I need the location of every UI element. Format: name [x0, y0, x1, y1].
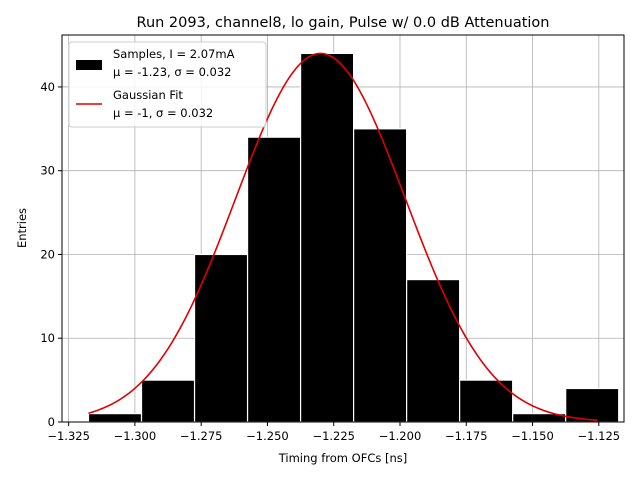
y-axis-ticks: 0 10 20 30 40: [40, 80, 62, 429]
x-tick-label: −1.125: [578, 429, 621, 443]
x-tick-label: −1.325: [47, 429, 90, 443]
histogram-bar: [406, 278, 461, 423]
x-tick-label: −1.250: [246, 429, 289, 443]
x-axis-ticks: −1.325 −1.300 −1.275 −1.250 −1.225 −1.200 −1.1…: [47, 422, 620, 443]
gaussian-fit-curve: [88, 52, 598, 422]
legend-fit-line1: Gaussian Fit: [113, 88, 183, 102]
x-tick-label: −1.300: [114, 429, 157, 443]
x-tick-label: −1.175: [445, 429, 488, 443]
y-axis-label: Entries: [15, 208, 29, 248]
histogram-bar: [140, 379, 196, 423]
legend-samples-line2: μ = -1.23, σ = 0.032: [113, 65, 232, 79]
histogram-bars: [87, 52, 620, 423]
legend-samples-swatch: [76, 60, 102, 70]
histogram-bar: [565, 387, 620, 423]
chart-title: Run 2093, channel8, lo gain, Pulse w/ 0.…: [137, 15, 550, 31]
y-tick-label: 0: [48, 415, 55, 429]
histogram-bar: [299, 52, 355, 423]
plot-frame: [61, 34, 625, 423]
y-tick-label: 20: [40, 247, 55, 261]
legend-box: [68, 41, 267, 128]
y-tick-label: 30: [40, 164, 55, 178]
y-tick-label: 10: [40, 331, 55, 345]
histogram-bar: [87, 413, 143, 423]
histogram-bar: [353, 128, 408, 423]
x-tick-label: −1.275: [180, 429, 223, 443]
x-axis-label: Timing from OFCs [ns]: [278, 451, 408, 465]
legend-samples-line1: Samples, I = 2.07mA: [113, 47, 235, 61]
histogram-bar: [246, 136, 302, 423]
x-tick-label: −1.200: [379, 429, 422, 443]
y-tick-label: 40: [40, 80, 55, 94]
x-tick-label: −1.150: [511, 429, 554, 443]
x-tick-label: −1.225: [312, 429, 355, 443]
histogram-bar: [193, 253, 249, 423]
legend: Samples, I = 2.07mA μ = -1.23, σ = 0.032…: [68, 41, 267, 128]
legend-fit-line2: μ = -1, σ = 0.032: [113, 106, 213, 120]
